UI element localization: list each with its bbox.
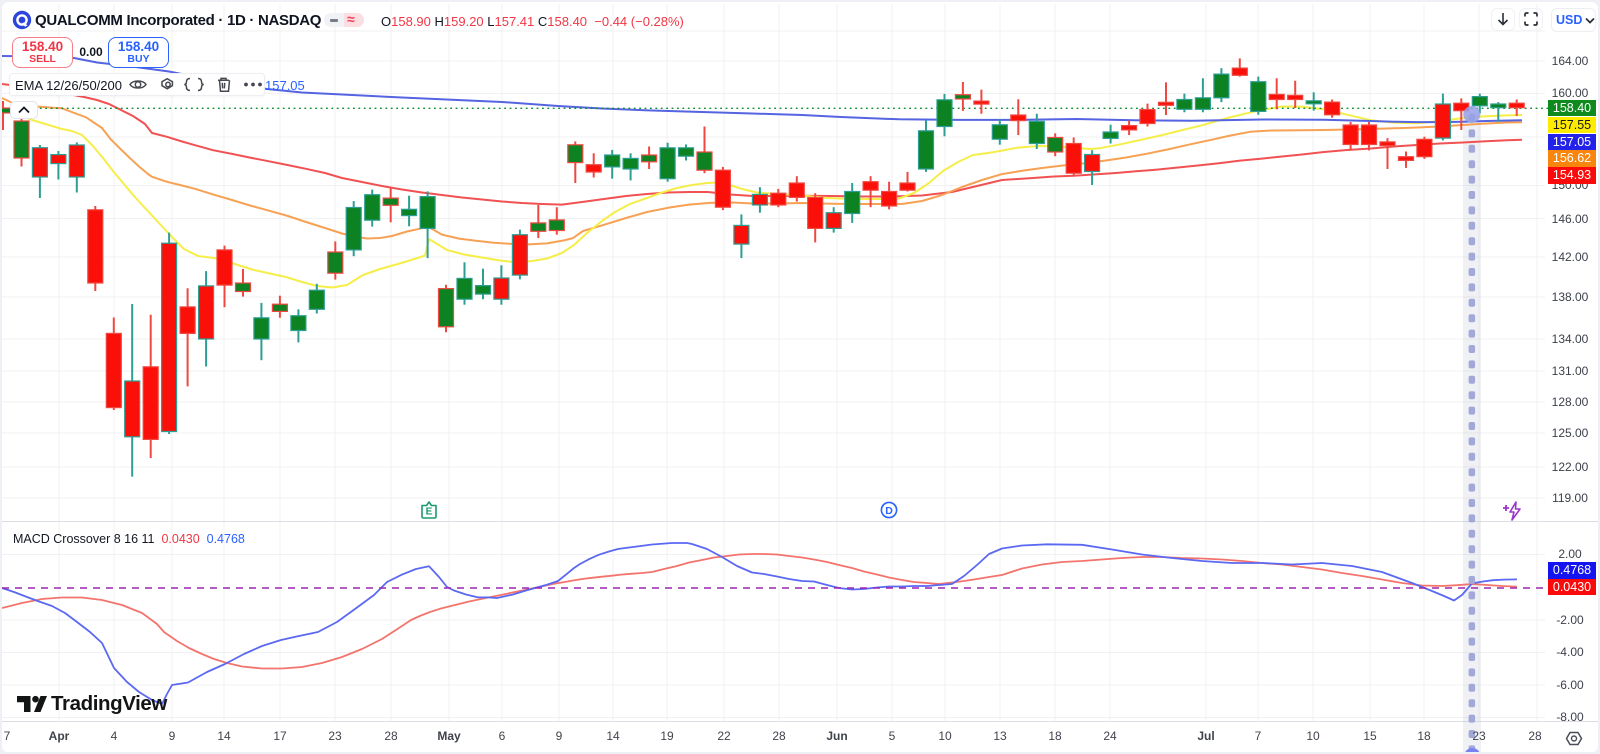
svg-text:E: E <box>426 507 433 518</box>
svg-text:TradingView: TradingView <box>51 692 167 715</box>
svg-text:D: D <box>885 505 893 517</box>
